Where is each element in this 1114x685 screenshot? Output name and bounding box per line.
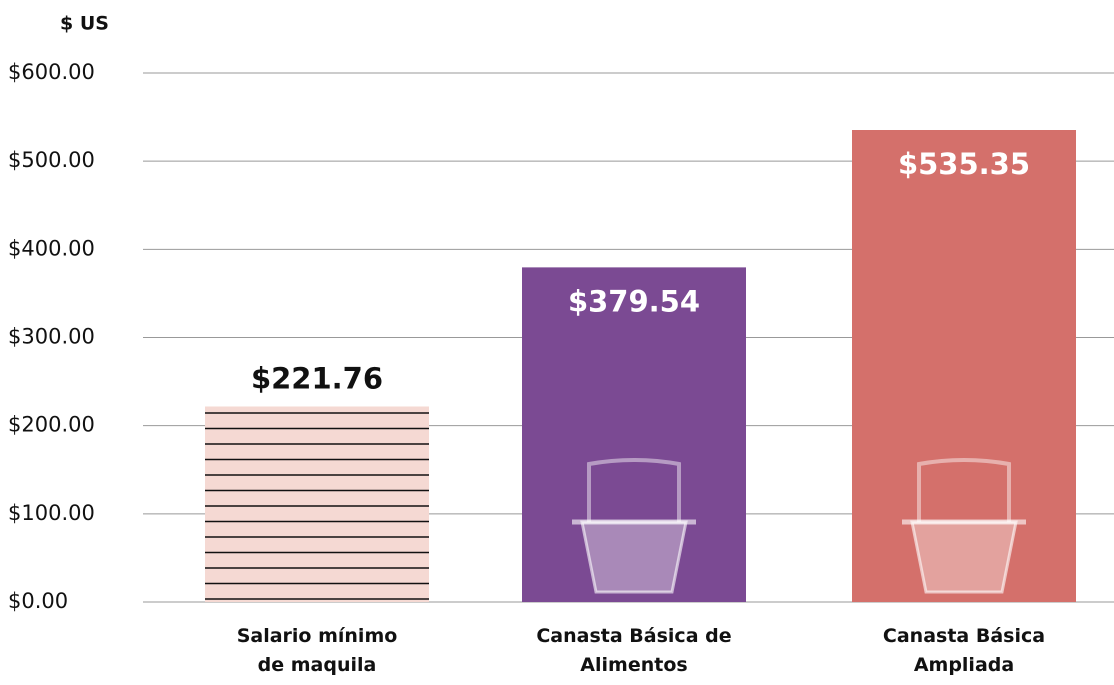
y-tick-label: $400.00: [8, 236, 95, 260]
bar: [522, 267, 746, 602]
value-label: $379.54: [568, 284, 700, 318]
y-tick-label: $200.00: [8, 413, 95, 437]
bar: [205, 406, 429, 602]
value-label: $535.35: [898, 147, 1030, 181]
y-tick-label: $500.00: [8, 148, 95, 172]
basket-handle: [917, 458, 1011, 522]
x-tick-label: Canasta Básica de Alimentos: [536, 625, 732, 676]
basket-handle: [587, 458, 681, 522]
x-tick-label: Canasta Básica Ampliada: [882, 625, 1046, 676]
basket-icon: [580, 520, 688, 594]
basket-icon: [910, 520, 1018, 594]
y-axis-title: $ US: [60, 13, 109, 35]
value-label: $221.76: [251, 361, 383, 395]
x-tick-label: Salario mínimo de maquila: [236, 625, 398, 676]
y-tick-label: $600.00: [8, 60, 95, 84]
y-tick-label: $0.00: [8, 589, 68, 613]
y-tick-label: $300.00: [8, 325, 95, 349]
y-tick-label: $100.00: [8, 501, 95, 525]
